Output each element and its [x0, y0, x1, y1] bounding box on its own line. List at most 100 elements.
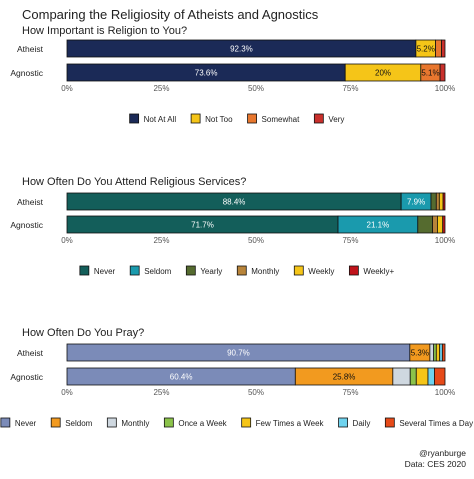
data-label: 5.3% [411, 349, 429, 358]
data-label: 7.9% [407, 198, 425, 207]
legend-label: Yearly [200, 267, 222, 276]
panel-subtitle: How Often Do You Attend Religious Servic… [22, 176, 246, 188]
bar-segment [429, 343, 435, 362]
legend-swatch [0, 417, 11, 428]
legend-swatch [129, 113, 140, 124]
category-label: Atheist [17, 197, 44, 207]
legend-swatch [348, 265, 359, 276]
category-label: Agnostic [10, 220, 43, 230]
legend-swatch [313, 113, 324, 124]
legend-label: Not At All [144, 115, 177, 124]
legend-label: Monthly [251, 267, 279, 276]
data-label: 5.2% [417, 45, 435, 54]
legend: Never Seldom Monthly Once a Week Few Times a… [0, 417, 473, 428]
legend-swatch [129, 265, 140, 276]
bar-segment [441, 343, 446, 362]
data-label: 73.6% [195, 69, 218, 78]
x-tick-label: 100% [435, 388, 455, 397]
legend-swatch [247, 113, 257, 124]
data-label: 88.4% [223, 198, 246, 207]
panel-1: How Important is Religion to You? Atheist… [10, 25, 455, 124]
legend-label: Daily [353, 419, 371, 428]
legend-swatch [241, 417, 252, 428]
x-tick-label: 100% [435, 236, 455, 245]
credit-handle: @ryanburge [419, 448, 466, 458]
legend-label: Not Too [205, 115, 233, 124]
legend-label: Monthly [121, 419, 149, 428]
category-label: Atheist [17, 348, 44, 358]
x-tick-label: 0% [61, 84, 73, 93]
data-label: 71.7% [191, 221, 214, 230]
legend-label: Somewhat [262, 115, 301, 124]
bar-segment [438, 192, 444, 211]
bar-segment [441, 39, 446, 58]
x-tick-label: 75% [342, 388, 358, 397]
legend-label: Seldom [65, 419, 92, 428]
legend-label: Several Times a Day [399, 419, 473, 428]
bar-segment [427, 367, 435, 386]
credit-data: Data: CES 2020 [405, 459, 467, 469]
x-tick-label: 50% [248, 84, 264, 93]
x-tick-label: 75% [342, 236, 358, 245]
panel-3: How Often Do You Pray? Atheist 90.7% 5.3% Ag… [0, 327, 473, 428]
bar-segment [432, 215, 438, 234]
legend-swatch [236, 265, 247, 276]
bar-segment [392, 367, 411, 386]
legend-label: Once a Week [178, 419, 227, 428]
legend-label: Seldom [144, 267, 171, 276]
category-label: Agnostic [10, 68, 43, 78]
panel-subtitle: How Often Do You Pray? [22, 327, 144, 339]
legend-label: Never [15, 419, 37, 428]
x-tick-label: 100% [435, 84, 455, 93]
legend-label: Weekly [308, 267, 334, 276]
legend-swatch [106, 417, 117, 428]
category-label: Agnostic [10, 372, 43, 382]
bar-segment [435, 39, 442, 58]
bar-segment [439, 63, 446, 82]
x-tick-label: 0% [61, 236, 73, 245]
bar-segment [417, 215, 433, 234]
data-label: 20% [375, 69, 391, 78]
legend-label: Never [94, 267, 116, 276]
data-label: 60.4% [170, 373, 193, 382]
legend-swatch [293, 265, 304, 276]
data-label: 92.3% [230, 45, 253, 54]
bar-segment [437, 215, 444, 234]
legend: Never Seldom Yearly Monthly Weekly Weekly+ [79, 265, 394, 276]
legend-label: Few Times a Week [256, 419, 325, 428]
bar-segment [409, 367, 417, 386]
data-label: 5.1% [421, 69, 439, 78]
legend-swatch [384, 417, 395, 428]
data-label: 25.8% [333, 373, 356, 382]
bar-segment [442, 215, 446, 234]
data-label: 90.7% [227, 349, 250, 358]
bar-segment [430, 192, 437, 211]
x-tick-label: 25% [153, 236, 169, 245]
x-tick-label: 75% [342, 84, 358, 93]
legend-swatch [50, 417, 61, 428]
data-label: 21.1% [367, 221, 390, 230]
bar-segment [415, 367, 429, 386]
legend-swatch [163, 417, 174, 428]
bar-segment [442, 192, 446, 211]
x-tick-label: 25% [153, 388, 169, 397]
x-tick-label: 50% [248, 388, 264, 397]
legend-swatch [190, 113, 201, 124]
panel-2: How Often Do You Attend Religious Servic… [10, 176, 455, 276]
legend-label: Very [328, 115, 344, 124]
bar-segment [435, 192, 440, 211]
x-tick-label: 50% [248, 236, 264, 245]
legend-label: Weekly+ [363, 267, 394, 276]
legend: Not At All Not Too Somewhat Very [129, 113, 344, 124]
x-tick-label: 25% [153, 84, 169, 93]
bar-segment [435, 343, 441, 362]
category-label: Atheist [17, 44, 44, 54]
bar-segment [434, 367, 446, 386]
chart-title: Comparing the Religiosity of Atheists an… [22, 7, 319, 22]
panel-subtitle: How Important is Religion to You? [22, 25, 187, 37]
legend-swatch [338, 417, 348, 428]
legend-swatch [79, 265, 90, 276]
x-tick-label: 0% [61, 388, 73, 397]
